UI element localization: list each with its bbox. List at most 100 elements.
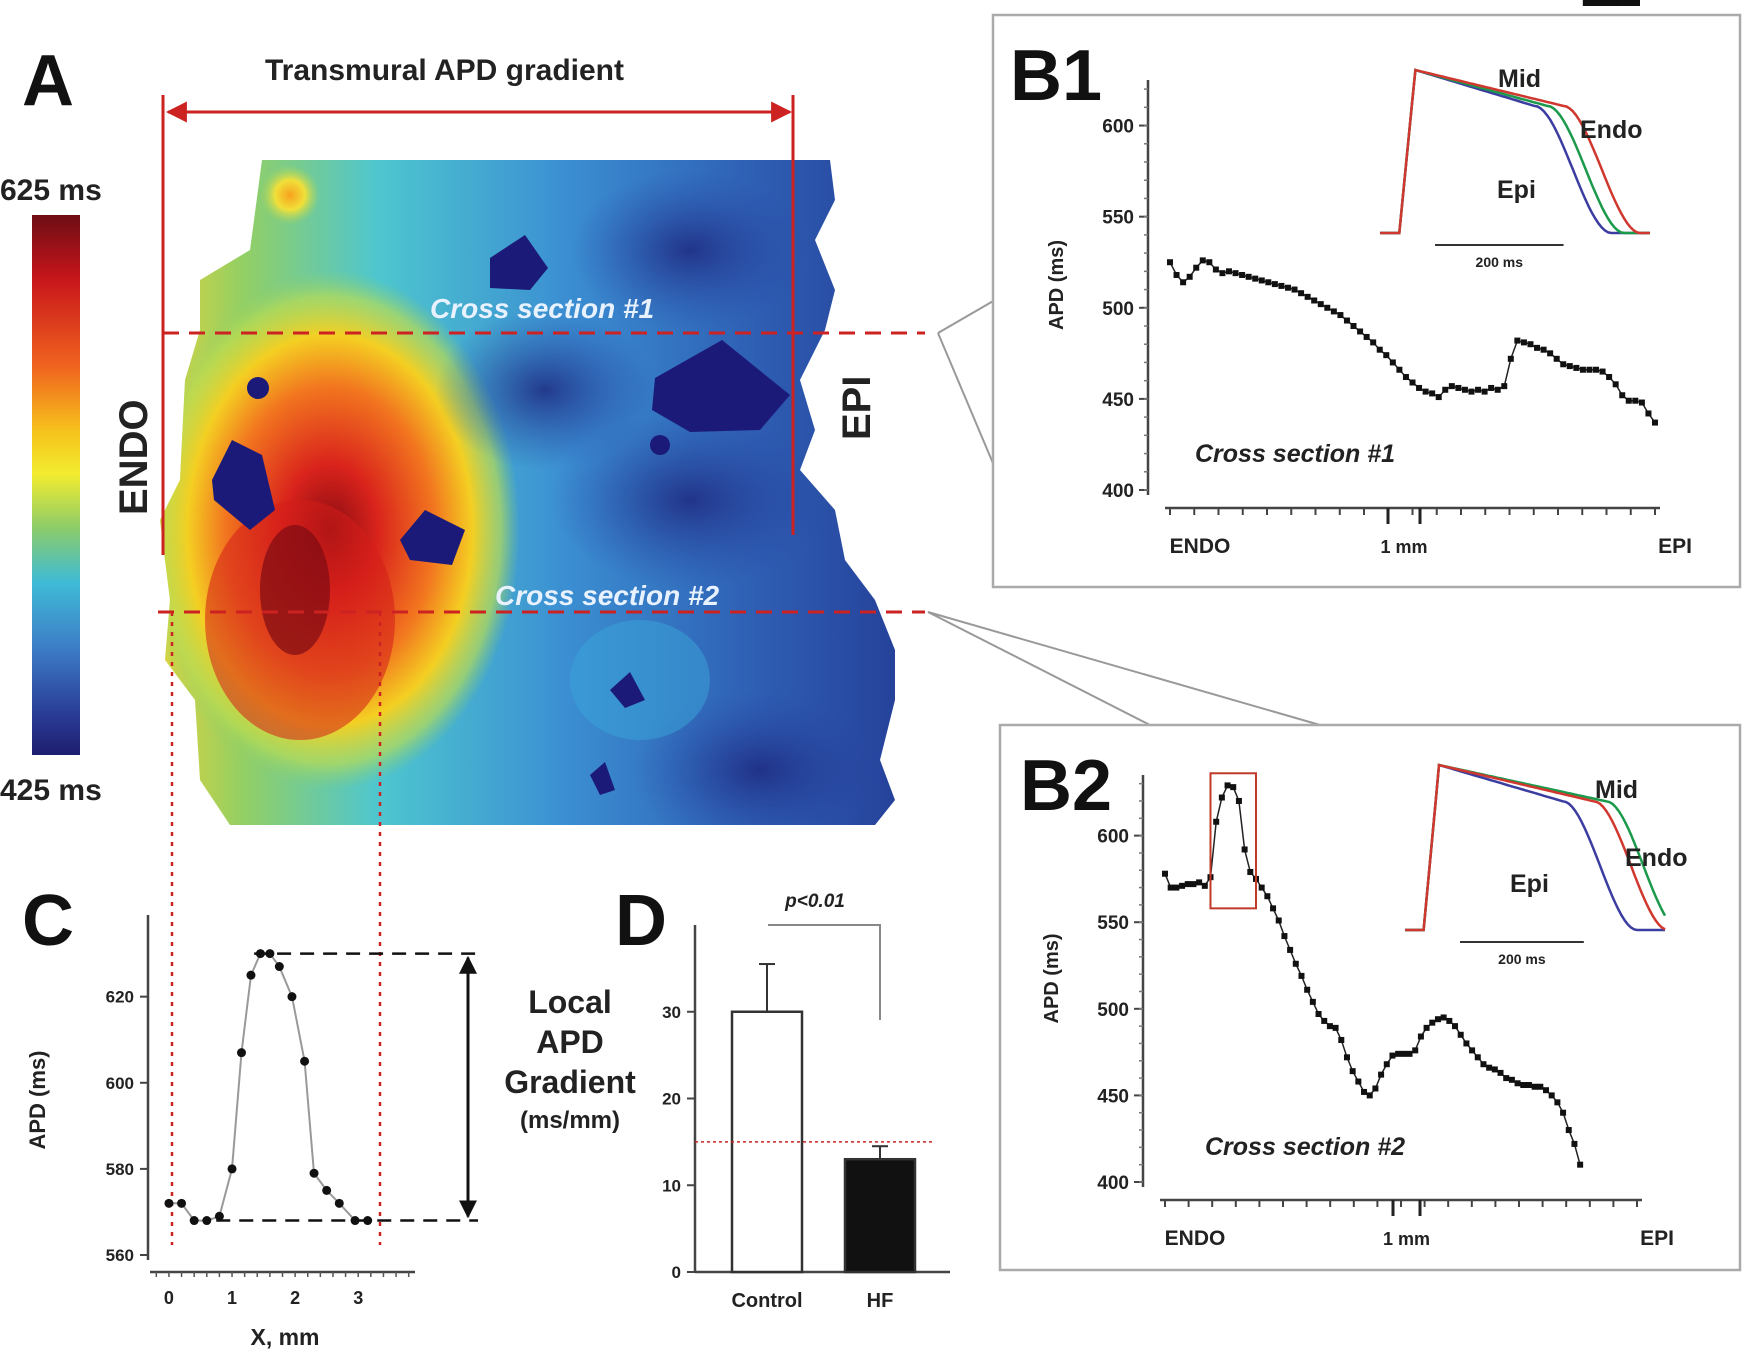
b2-data-point (1287, 946, 1294, 953)
b2-data-point (1543, 1087, 1550, 1094)
b2-data-point (1446, 1017, 1453, 1024)
b2-data-point (1548, 1092, 1555, 1099)
b2-highlight-box (1209, 772, 1257, 910)
b2-data-point (1343, 1054, 1350, 1061)
panel-b1: B1 400 450 500 550 600 APD (ms) 1 mm ENDO EPI Cro… (991, 13, 1742, 589)
b1-data-point (1167, 259, 1173, 266)
c-y-tick-label: 560 (106, 1246, 134, 1265)
b1-data-point (1632, 397, 1639, 404)
d-y-tick-label: 10 (662, 1176, 681, 1195)
map-mask-region (650, 435, 670, 455)
b2-data-point (1554, 1099, 1561, 1106)
b2-data-point (1400, 1050, 1407, 1057)
b2-data-point (1622, 0, 1629, 6)
b1-data-point (1547, 350, 1554, 357)
b2-data-point (1514, 1080, 1521, 1087)
b1-data-point (1638, 399, 1645, 406)
map-mask-region (610, 672, 645, 708)
b1-data-point (1311, 297, 1318, 304)
c-x-label: X, mm (250, 1324, 319, 1350)
b2-data-point (1224, 782, 1231, 789)
b2-data-point (1560, 1109, 1567, 1116)
b1-data-point (1488, 384, 1495, 391)
c-data-line (168, 952, 368, 1222)
b1-data-point (1219, 270, 1226, 277)
b1-data-point (1363, 333, 1370, 340)
b1-data-point (1593, 366, 1600, 373)
b2-data-point (1457, 1031, 1464, 1038)
c-plot: 560 580 600 620 APD (ms) 0 1 2 3 X, mm (25, 915, 478, 1350)
b1-data-point (1298, 290, 1305, 297)
panel-d-letter: D (615, 881, 667, 961)
b2-data-point (1190, 881, 1197, 888)
b2-data-point (1258, 884, 1265, 891)
b2-data-point (1338, 1036, 1345, 1043)
c-data-point (300, 1056, 310, 1066)
b2-data-point (1395, 1050, 1402, 1057)
b1-data-point (1468, 388, 1475, 395)
b2-data-point (1281, 933, 1288, 940)
panel-a: A Transmural APD gradient 625 ms 425 ms (0, 41, 925, 1245)
b2-data-point (1372, 1085, 1379, 1092)
b1-data-point (1455, 384, 1462, 391)
b2-data-point (1605, 0, 1612, 6)
b2-data-point (1406, 1050, 1413, 1057)
b1-data-point (1383, 352, 1390, 359)
b1-y-tick-label: 500 (1102, 299, 1134, 320)
b1-data-point (1527, 341, 1534, 348)
d-plot: 0 10 20 30 Control HF p<0.01 (662, 891, 950, 1312)
d-y-tick-label: 0 (672, 1263, 681, 1282)
panel-b2-frame (998, 723, 1742, 1272)
c-data-point (274, 962, 284, 972)
b2-data-point (1616, 0, 1623, 6)
b2-data-point (1201, 882, 1208, 889)
b1-data-point (1239, 271, 1246, 278)
c-y-tick-label: 620 (106, 988, 134, 1007)
panel-b1-frame (991, 13, 1742, 589)
b1-data-point (1435, 394, 1442, 401)
b2-data-point (1611, 0, 1618, 6)
b1-data-point (1271, 281, 1278, 288)
map-mask-region (212, 440, 275, 530)
panel-c-letter: C (22, 881, 74, 961)
c-data-point (177, 1198, 187, 1208)
b2-inset-label-epi: Epi (1510, 870, 1549, 898)
b1-data-point (1520, 339, 1527, 346)
b1-inset-label-endo: Endo (1580, 116, 1643, 144)
b1-data-point (1370, 339, 1377, 346)
cross-section-2-label: Cross section #2 (495, 580, 720, 611)
map-mask-region (247, 377, 269, 399)
b1-data-point (1573, 364, 1580, 371)
b2-data-point (1508, 1076, 1515, 1083)
b2-inset-label-endo: Endo (1625, 844, 1688, 872)
b1-data-point (1284, 284, 1291, 291)
b1-y-label: APD (ms) (1046, 240, 1068, 330)
b1-data-point (1324, 304, 1331, 311)
b1-scale-bar-label: 1 mm (1380, 537, 1427, 557)
b1-y-tick-label: 550 (1102, 208, 1134, 229)
b2-data-point (1349, 1068, 1356, 1075)
b2-data-point (1162, 870, 1168, 877)
b1-data-point (1252, 275, 1259, 282)
b2-data-point (1167, 884, 1174, 891)
b2-data-point (1582, 0, 1589, 6)
c-x-tick-label: 0 (164, 1288, 174, 1308)
b2-data-point (1599, 0, 1606, 6)
endo-label: ENDO (112, 399, 156, 515)
map-mask-region (590, 762, 615, 795)
b1-y-tick-label: 450 (1102, 390, 1134, 411)
panel-a-letter: A (22, 41, 74, 121)
d-ytitle-units: (ms/mm) (520, 1107, 620, 1134)
b2-data-point (1241, 846, 1248, 853)
b2-data-point (1565, 1127, 1572, 1134)
panel-b2-letter: B2 (1020, 746, 1112, 826)
b1-data-point (1501, 383, 1508, 390)
b1-data-point (1396, 366, 1403, 373)
b2-data-point (1440, 1014, 1447, 1021)
b1-x-label-epi: EPI (1658, 535, 1692, 558)
b1-data-point (1245, 273, 1252, 280)
b1-data-point (1389, 359, 1396, 366)
b1-data-point (1278, 282, 1285, 289)
b2-y-tick-label: 400 (1097, 1173, 1129, 1194)
c-data-point (236, 1048, 246, 1058)
